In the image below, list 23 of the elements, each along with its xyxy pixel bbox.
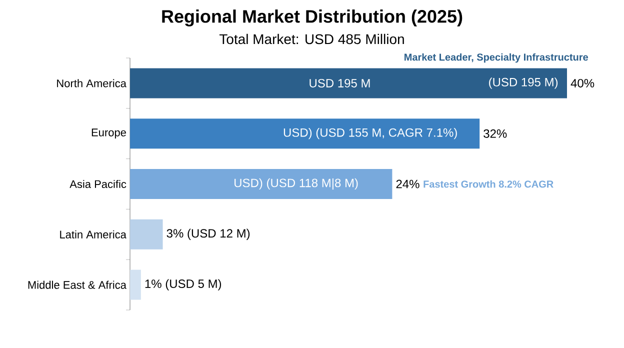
y-tick-label: Asia Pacific <box>70 180 126 188</box>
annotation: USD) (USD 118 M|8 M) <box>234 178 358 190</box>
y-tick-label: North America <box>57 79 126 88</box>
annotation: Fastest Growth 8.2% CAGR <box>424 180 554 188</box>
annotation: USD 195 M <box>310 78 370 88</box>
y-tick-label: Middle East & Africa <box>28 280 126 289</box>
annotation: USD) (USD 155 M, CAGR 7.1%) <box>284 128 457 140</box>
bar <box>130 270 141 300</box>
bar <box>130 118 480 149</box>
y-tick-label: Europe <box>92 128 126 139</box>
data-label: 24% <box>396 180 420 188</box>
bar <box>130 219 163 250</box>
data-label: 32% <box>484 129 507 138</box>
annotation: (USD 195 M) <box>489 78 558 89</box>
annotation: Market Leader, Specialty Infrastructure <box>404 53 588 63</box>
data-label: 1% (USD 5 M) <box>145 279 222 290</box>
data-label: 40% <box>570 78 594 88</box>
chart-subtitle: Total Market: USD 485 Million <box>219 34 404 44</box>
data-label: 3% (USD 12 M) <box>166 228 250 240</box>
chart-title: Regional Market Distribution (2025) <box>162 10 462 26</box>
y-tick-label: Latin America <box>60 230 126 238</box>
bar <box>130 168 392 199</box>
bar <box>130 68 567 98</box>
